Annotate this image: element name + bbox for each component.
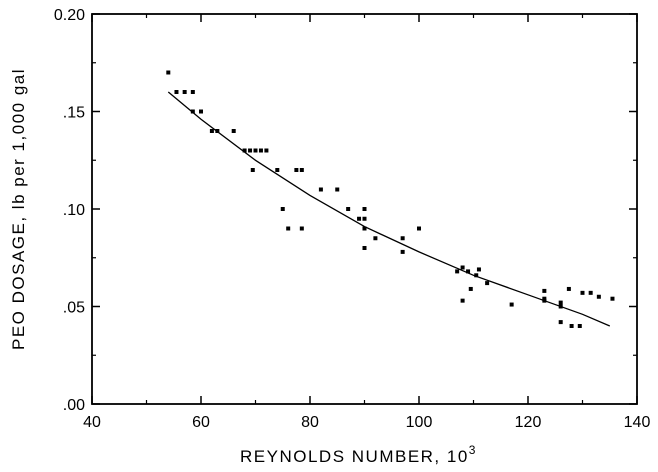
data-point <box>580 290 585 295</box>
data-point <box>373 236 378 241</box>
data-point <box>299 168 304 172</box>
data-point <box>248 148 253 153</box>
data-point <box>476 267 481 272</box>
data-point <box>558 320 563 325</box>
data-point <box>250 168 255 172</box>
x-tick-label: 140 <box>624 414 651 431</box>
data-point <box>474 273 479 278</box>
data-point <box>460 265 465 270</box>
data-point <box>362 207 367 211</box>
data-point <box>588 290 593 295</box>
data-point <box>190 109 195 114</box>
data-point <box>346 207 351 211</box>
y-tick-label: 0.20 <box>54 7 85 24</box>
data-point <box>215 129 220 133</box>
data-point <box>509 302 514 307</box>
data-point <box>610 296 615 301</box>
y-tick-label: .10 <box>63 202 85 219</box>
x-tick-label: 40 <box>83 414 101 431</box>
data-point <box>264 148 269 153</box>
data-point <box>280 207 285 211</box>
data-point <box>299 226 304 231</box>
data-point <box>318 187 323 192</box>
x-tick-label: 120 <box>515 414 542 431</box>
y-tick-label: .05 <box>63 300 85 317</box>
data-point <box>294 168 299 172</box>
data-point <box>417 226 421 231</box>
data-point <box>542 288 547 293</box>
data-point <box>468 286 473 291</box>
data-point <box>577 324 582 328</box>
data-point <box>258 148 263 153</box>
data-point <box>558 300 563 305</box>
y-tick-label: .00 <box>63 397 85 414</box>
data-point <box>362 216 367 221</box>
data-point <box>190 90 195 94</box>
x-axis-label-exponent: 3 <box>469 443 477 457</box>
x-tick-label: 60 <box>192 414 210 431</box>
data-point <box>400 249 405 254</box>
y-axis-label: PEO DOSAGE, lb per 1,000 gal <box>9 68 28 350</box>
data-point <box>542 298 547 303</box>
data-point <box>275 168 280 172</box>
data-point <box>209 129 214 133</box>
data-point <box>182 90 187 94</box>
data-point <box>460 298 465 303</box>
y-tick-label: .15 <box>63 105 85 122</box>
data-point <box>400 236 405 241</box>
data-point <box>166 70 171 75</box>
x-tick-label: 80 <box>301 414 319 431</box>
data-point <box>569 324 574 328</box>
data-point <box>253 148 258 153</box>
fit-curve <box>167 91 611 327</box>
data-point <box>286 226 291 231</box>
data-point <box>455 269 460 274</box>
data-point <box>242 148 247 153</box>
data-point <box>558 304 563 309</box>
data-point <box>174 90 179 94</box>
x-axis-label: REYNOLDS NUMBER, 103 <box>240 443 477 466</box>
x-axis-label-text: REYNOLDS NUMBER, 10 <box>240 447 469 466</box>
data-point <box>485 281 490 286</box>
data-point <box>335 187 340 192</box>
data-point <box>466 269 471 274</box>
data-point <box>357 216 362 221</box>
data-point <box>566 286 571 291</box>
data-point <box>199 109 203 114</box>
data-point <box>362 246 367 250</box>
x-tick-label: 100 <box>406 414 433 431</box>
data-point <box>231 129 236 133</box>
data-point <box>596 294 601 299</box>
data-point <box>362 226 367 231</box>
